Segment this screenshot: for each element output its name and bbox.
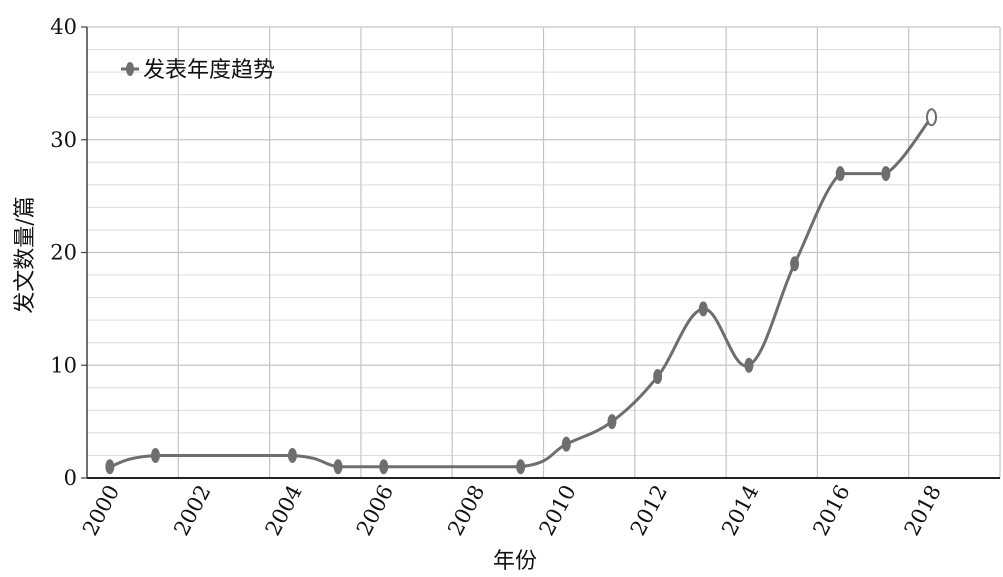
y-tick-label: 10	[50, 353, 77, 377]
data-point	[881, 166, 891, 182]
x-tick-labels: 2000 2002 2004 2006 2008 2010 2012 2014 2016 2018	[78, 481, 946, 539]
y-tick-label: 20	[50, 241, 77, 265]
series-line	[109, 116, 933, 469]
x-tick-label: 2012	[626, 481, 672, 539]
y-tick-label: 40	[50, 15, 77, 39]
data-point	[744, 357, 754, 373]
data-point	[607, 414, 617, 430]
legend-marker-icon	[121, 62, 139, 76]
x-tick-label: 2008	[443, 481, 489, 539]
y-tick-labels: 0 10 20 30 40	[50, 15, 87, 490]
x-axis-title: 年份	[493, 549, 537, 574]
legend-label: 发表年度趋势	[143, 58, 275, 83]
x-tick-label: 2010	[534, 481, 580, 539]
major-gridlines	[86, 26, 1001, 478]
data-point	[653, 369, 663, 385]
data-point	[561, 436, 571, 452]
x-tick-label: 2006	[352, 481, 398, 539]
x-tick-label: 2016	[808, 481, 854, 539]
data-point	[926, 108, 938, 127]
y-tick-label: 0	[64, 466, 77, 490]
data-point	[379, 459, 389, 475]
data-point	[105, 459, 115, 475]
y-tick-label: 30	[50, 128, 77, 152]
legend-point-icon	[126, 62, 134, 76]
data-point	[333, 459, 343, 475]
x-tick-label: 2000	[78, 481, 124, 539]
y-axis-title: 发文数量/篇	[13, 196, 38, 313]
data-point	[835, 166, 845, 182]
x-tick-label: 2002	[169, 481, 215, 539]
data-point	[287, 447, 297, 463]
legend: 发表年度趋势	[121, 58, 275, 83]
x-tick-label: 2018	[900, 481, 946, 539]
x-tick-label: 2004	[261, 481, 307, 539]
data-point	[516, 459, 526, 475]
series-markers	[105, 108, 938, 475]
x-tick-label: 2014	[717, 481, 763, 539]
data-point	[150, 447, 160, 463]
data-point	[790, 256, 800, 272]
data-point	[698, 301, 708, 317]
